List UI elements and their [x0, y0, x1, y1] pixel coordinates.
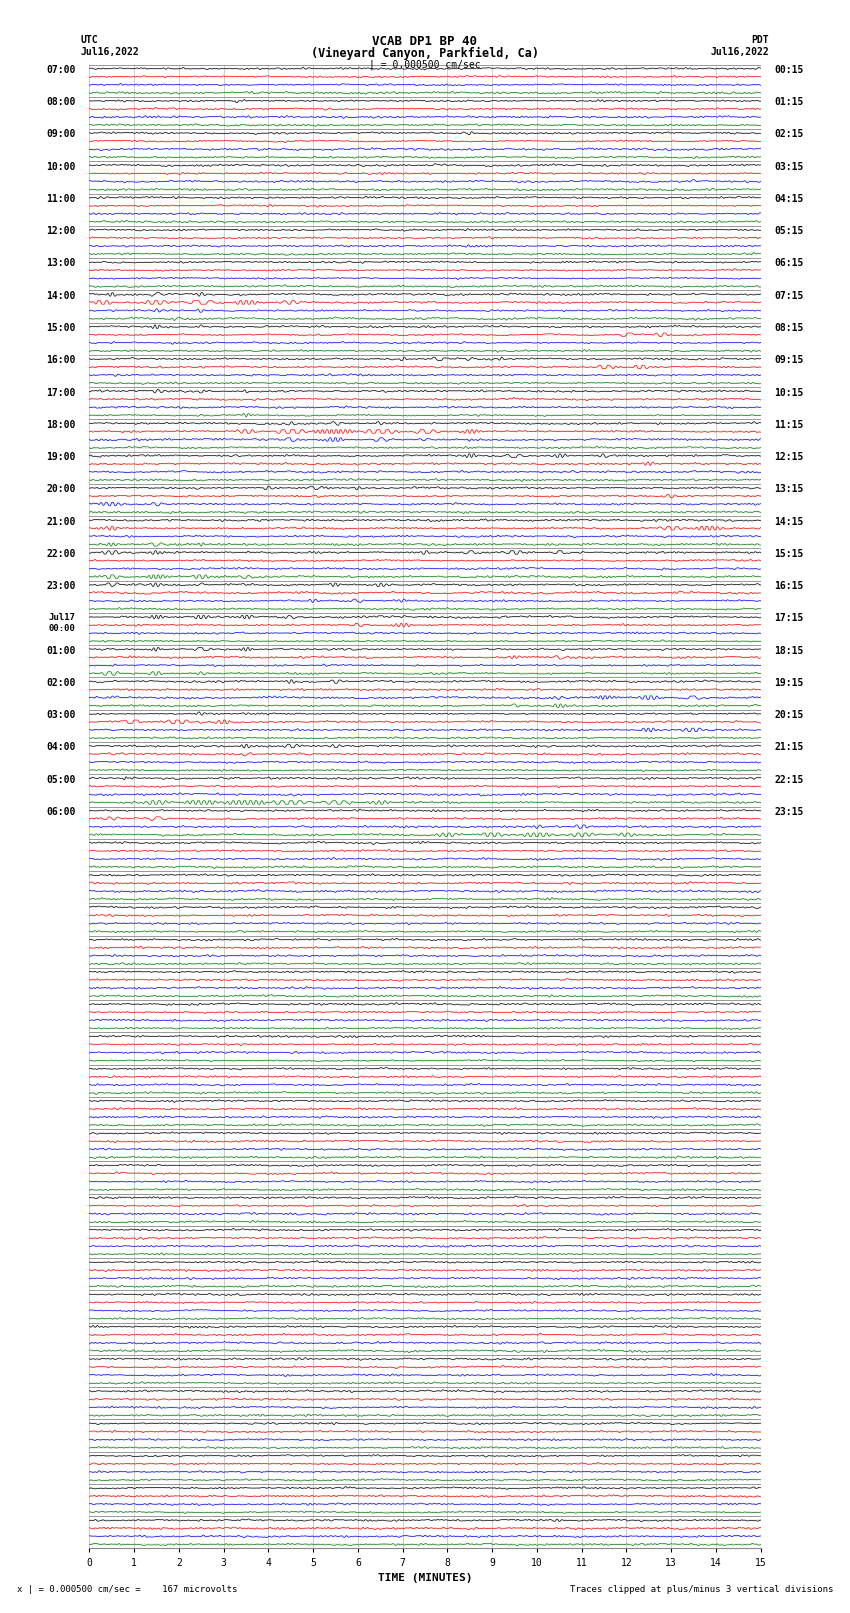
Text: 10:00: 10:00 — [47, 161, 76, 171]
Text: Traces clipped at plus/minus 3 vertical divisions: Traces clipped at plus/minus 3 vertical … — [570, 1584, 833, 1594]
Text: 17:15: 17:15 — [774, 613, 803, 623]
Text: 22:00: 22:00 — [47, 548, 76, 558]
Text: VCAB DP1 BP 40: VCAB DP1 BP 40 — [372, 35, 478, 48]
Text: 12:15: 12:15 — [774, 452, 803, 461]
Text: 23:00: 23:00 — [47, 581, 76, 590]
Text: 01:00: 01:00 — [47, 645, 76, 655]
Text: 18:00: 18:00 — [47, 419, 76, 429]
Text: 11:00: 11:00 — [47, 194, 76, 203]
Text: 04:00: 04:00 — [47, 742, 76, 752]
Text: 19:15: 19:15 — [774, 677, 803, 687]
Text: 05:00: 05:00 — [47, 774, 76, 784]
Text: 20:00: 20:00 — [47, 484, 76, 494]
Text: 07:15: 07:15 — [774, 290, 803, 300]
Text: 23:15: 23:15 — [774, 806, 803, 816]
Text: 03:00: 03:00 — [47, 710, 76, 719]
Text: 12:00: 12:00 — [47, 226, 76, 235]
Text: 10:15: 10:15 — [774, 387, 803, 397]
Text: 03:15: 03:15 — [774, 161, 803, 171]
Text: 04:15: 04:15 — [774, 194, 803, 203]
Text: 13:00: 13:00 — [47, 258, 76, 268]
Text: Jul17
00:00: Jul17 00:00 — [49, 613, 76, 632]
Text: 22:15: 22:15 — [774, 774, 803, 784]
Text: UTC: UTC — [81, 35, 99, 45]
Text: 08:00: 08:00 — [47, 97, 76, 106]
Text: 05:15: 05:15 — [774, 226, 803, 235]
Text: (Vineyard Canyon, Parkfield, Ca): (Vineyard Canyon, Parkfield, Ca) — [311, 47, 539, 60]
Text: 16:15: 16:15 — [774, 581, 803, 590]
Text: 09:15: 09:15 — [774, 355, 803, 365]
Text: 02:15: 02:15 — [774, 129, 803, 139]
Text: 06:00: 06:00 — [47, 806, 76, 816]
X-axis label: TIME (MINUTES): TIME (MINUTES) — [377, 1573, 473, 1582]
Text: 00:15: 00:15 — [774, 65, 803, 74]
Text: 11:15: 11:15 — [774, 419, 803, 429]
Text: 14:15: 14:15 — [774, 516, 803, 526]
Text: x | = 0.000500 cm/sec =    167 microvolts: x | = 0.000500 cm/sec = 167 microvolts — [17, 1584, 237, 1594]
Text: 21:00: 21:00 — [47, 516, 76, 526]
Text: 15:15: 15:15 — [774, 548, 803, 558]
Text: 09:00: 09:00 — [47, 129, 76, 139]
Text: 14:00: 14:00 — [47, 290, 76, 300]
Text: Jul16,2022: Jul16,2022 — [81, 47, 139, 56]
Text: 07:00: 07:00 — [47, 65, 76, 74]
Text: 15:00: 15:00 — [47, 323, 76, 332]
Text: Jul16,2022: Jul16,2022 — [711, 47, 769, 56]
Text: 21:15: 21:15 — [774, 742, 803, 752]
Text: 17:00: 17:00 — [47, 387, 76, 397]
Text: 20:15: 20:15 — [774, 710, 803, 719]
Text: 06:15: 06:15 — [774, 258, 803, 268]
Text: 02:00: 02:00 — [47, 677, 76, 687]
Text: PDT: PDT — [751, 35, 769, 45]
Text: | = 0.000500 cm/sec: | = 0.000500 cm/sec — [369, 60, 481, 71]
Text: 18:15: 18:15 — [774, 645, 803, 655]
Text: 01:15: 01:15 — [774, 97, 803, 106]
Text: 13:15: 13:15 — [774, 484, 803, 494]
Text: 16:00: 16:00 — [47, 355, 76, 365]
Text: 08:15: 08:15 — [774, 323, 803, 332]
Text: 19:00: 19:00 — [47, 452, 76, 461]
